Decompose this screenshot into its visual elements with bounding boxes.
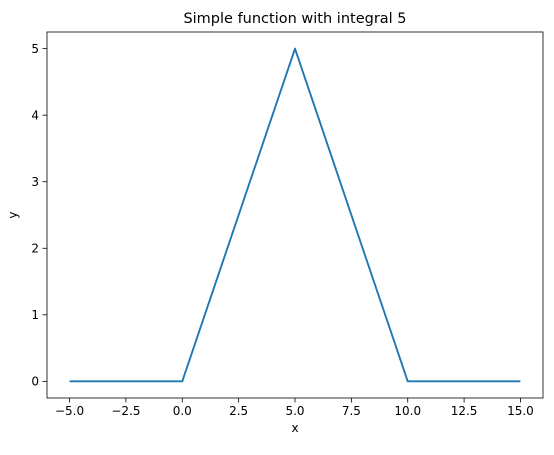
y-tick-label: 2 bbox=[31, 242, 39, 256]
y-tick-label: 4 bbox=[31, 108, 39, 122]
chart-title: Simple function with integral 5 bbox=[183, 11, 406, 27]
x-axis-ticks: −5.0 −2.5 0.0 2.5 5.0 7.5 10.0 12.5 15.0 bbox=[55, 398, 534, 418]
series-line-1 bbox=[69, 47, 521, 383]
y-axis-ticks: 0 1 2 3 4 5 bbox=[31, 42, 47, 389]
x-tick-label: −2.5 bbox=[111, 404, 140, 418]
x-tick-label: 7.5 bbox=[342, 404, 361, 418]
series-layer bbox=[69, 47, 521, 383]
x-tick-label: 0.0 bbox=[173, 404, 192, 418]
x-tick-label: 2.5 bbox=[229, 404, 248, 418]
y-tick-label: 0 bbox=[31, 375, 39, 389]
x-tick-label: 10.0 bbox=[394, 404, 421, 418]
x-tick-label: 15.0 bbox=[507, 404, 534, 418]
y-tick-label: 5 bbox=[31, 42, 39, 56]
x-tick-label: 5.0 bbox=[285, 404, 304, 418]
y-axis-label: y bbox=[6, 211, 20, 218]
y-tick-label: 3 bbox=[31, 175, 39, 189]
x-axis-label: x bbox=[291, 421, 298, 435]
x-tick-label: −5.0 bbox=[55, 404, 84, 418]
x-tick-label: 12.5 bbox=[451, 404, 478, 418]
y-tick-label: 1 bbox=[31, 308, 39, 322]
